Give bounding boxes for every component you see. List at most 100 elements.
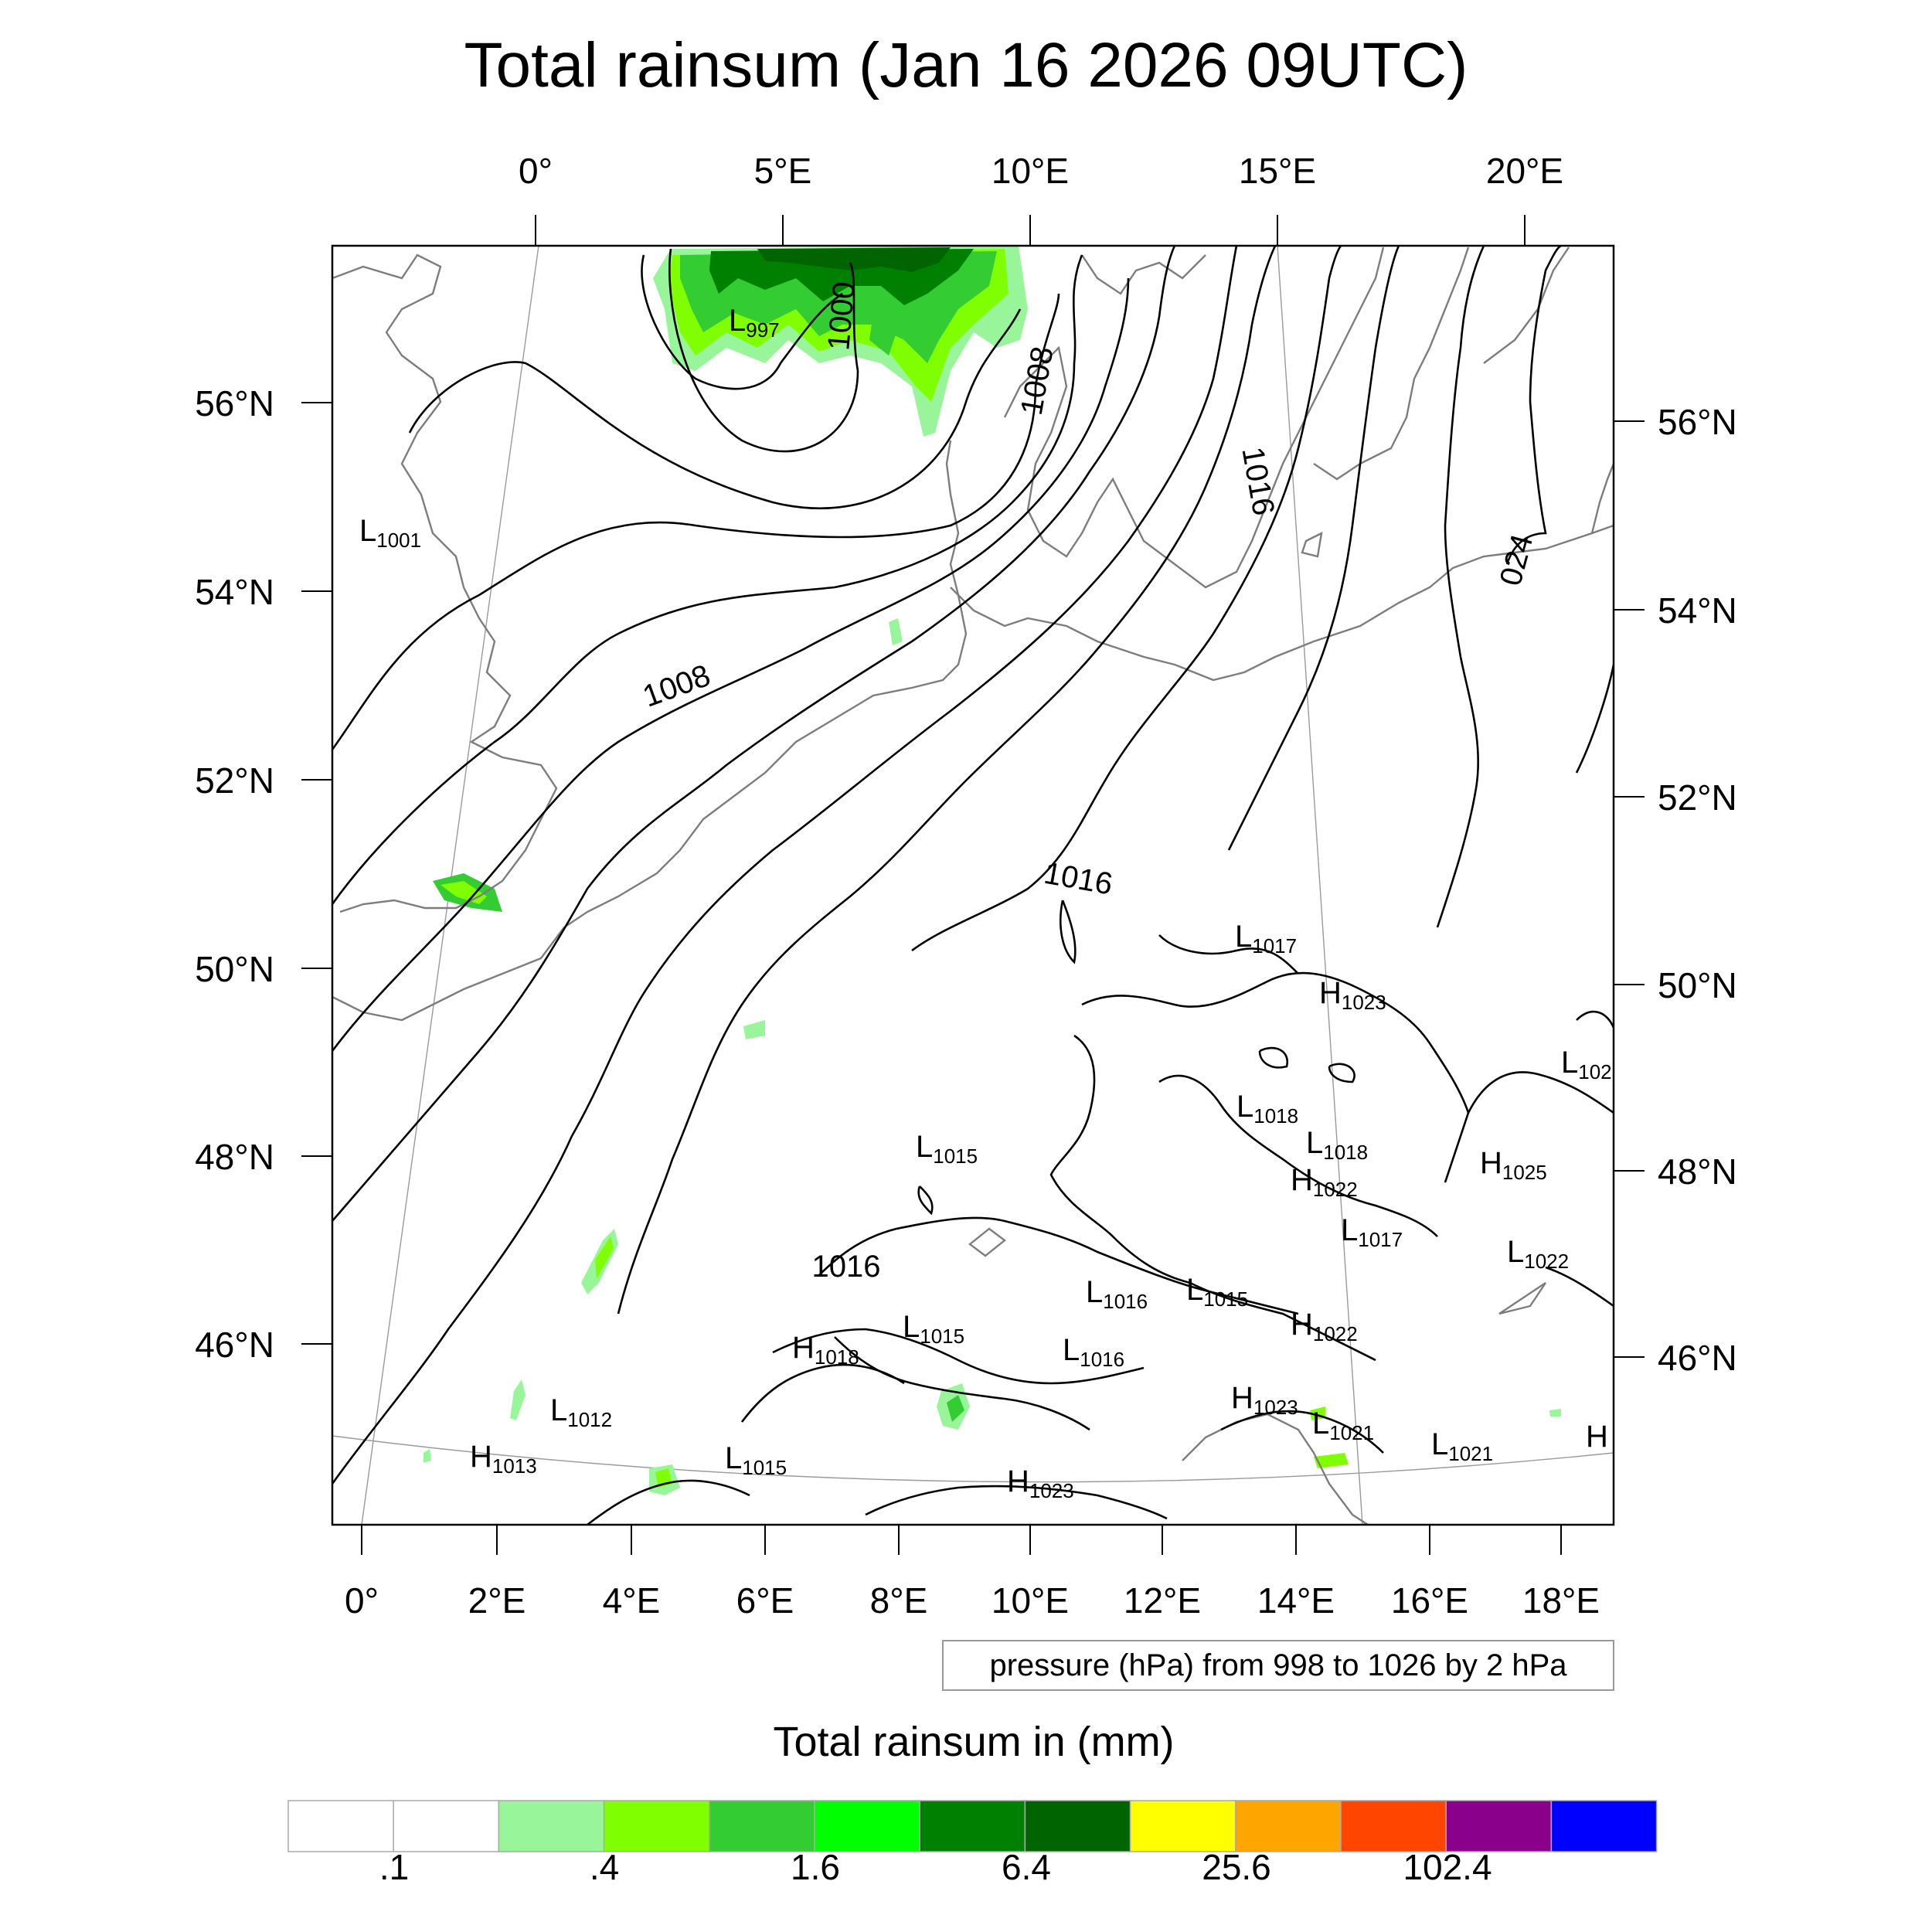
isobar-label: 024 — [1494, 531, 1540, 590]
right-lat-label: 52°N — [1658, 777, 1737, 818]
isobar-label: 1016 — [1235, 444, 1281, 518]
pressure-center-label: L102 — [1561, 1046, 1612, 1083]
coastlines — [332, 247, 1614, 1525]
pressure-center-label: L1018 — [1236, 1090, 1298, 1128]
bottom-lon-label: 14°E — [1257, 1580, 1335, 1621]
pressure-center-label: L1012 — [550, 1393, 612, 1431]
rain-area — [889, 618, 903, 645]
isobars — [332, 246, 1614, 1525]
pressure-center-label: H1025 — [1480, 1146, 1547, 1184]
left-lat-label: 56°N — [195, 383, 274, 423]
colorbar-swatch — [919, 1800, 1026, 1852]
isobar — [332, 277, 1130, 1052]
isobar-label: 1000 — [821, 281, 862, 352]
isobar — [1158, 1074, 1438, 1237]
map-frame — [331, 244, 1615, 1526]
colorbar-swatch — [498, 1800, 605, 1852]
right-lat-label: 46°N — [1658, 1338, 1737, 1378]
map-area: 1000 1008 1008 1016 1016 1016 024 L997 L… — [332, 246, 1614, 1525]
colorbar-labels: .1 .4 1.6 6.4 25.6 102.4 — [379, 1847, 1492, 1887]
isobar — [1328, 1063, 1355, 1083]
left-lat-label: 46°N — [195, 1325, 274, 1365]
top-lon-label: 10°E — [992, 151, 1069, 191]
pressure-center-label: H — [1586, 1420, 1608, 1454]
right-lat-label: 48°N — [1658, 1151, 1737, 1192]
bottom-lon-label: 10°E — [992, 1580, 1069, 1621]
rain-area — [595, 1236, 614, 1279]
rain-area — [510, 1379, 526, 1420]
isobar — [772, 1328, 1145, 1385]
pressure-center-label: L1015 — [1186, 1273, 1248, 1311]
bottom-lon-label: 8°E — [870, 1580, 928, 1621]
isobar — [668, 248, 859, 453]
isobar — [1258, 1046, 1289, 1069]
top-lon-label: 5°E — [754, 151, 812, 191]
frame-ticks — [301, 215, 1645, 1555]
isobar — [1220, 1410, 1384, 1454]
top-lon-label: 15°E — [1239, 151, 1316, 191]
isobar — [1576, 1010, 1614, 1029]
isobar — [1158, 934, 1299, 975]
isobar-label: 1016 — [812, 1250, 881, 1284]
rain-area — [1314, 1453, 1349, 1468]
pressure-center-label: L1016 — [1086, 1275, 1148, 1313]
colorbar-swatch — [709, 1800, 815, 1852]
colorbar-title: Total rainsum in (mm) — [773, 1719, 1174, 1765]
pressure-center-label: L1015 — [903, 1310, 964, 1348]
left-lat-label: 48°N — [195, 1137, 274, 1177]
colorbar-tick-label: .4 — [590, 1847, 619, 1887]
colorbar-swatch — [1445, 1800, 1553, 1852]
pressure-center-label: L1022 — [1507, 1235, 1569, 1273]
colorbar-swatch — [1340, 1800, 1447, 1852]
pressure-center-label: L1015 — [725, 1441, 787, 1479]
isobar — [1227, 246, 1400, 851]
isobar — [911, 246, 1342, 952]
isobar-label: 1008 — [1015, 344, 1060, 417]
isobar — [740, 1363, 905, 1423]
isobar — [332, 246, 1176, 1222]
pressure-center-label: L1017 — [1341, 1213, 1403, 1251]
isobar-label: 1008 — [638, 658, 715, 714]
isobar — [818, 1216, 1299, 1315]
left-lat-label: 54°N — [195, 572, 274, 612]
isobar — [1575, 664, 1614, 774]
rain-area — [757, 247, 951, 272]
isobar — [1081, 971, 1470, 1114]
pressure-info-box: pressure (hPa) from 998 to 1026 by 2 hPa — [942, 1640, 1614, 1691]
figure-title: Total rainsum (Jan 16 2026 09UTC) — [464, 30, 1468, 100]
isobar — [332, 293, 1060, 750]
bottom-lon-label: 2°E — [468, 1580, 526, 1621]
bottom-lon-label: 6°E — [736, 1580, 794, 1621]
isobar-labels: 1000 1008 1008 1016 1016 1016 024 — [638, 281, 1539, 1284]
pressure-center-label: L1001 — [359, 514, 421, 552]
colorbar — [287, 1800, 1658, 1852]
colorbar-tick-label: 6.4 — [1002, 1847, 1051, 1887]
isobar — [1049, 1034, 1376, 1362]
isobar — [1545, 1266, 1614, 1308]
colorbar-swatch — [393, 1800, 500, 1852]
precip-shading — [423, 246, 1561, 1495]
pressure-center-label: L1017 — [1235, 920, 1297, 957]
isobar — [834, 1336, 1090, 1431]
colorbar-swatch — [1129, 1800, 1236, 1852]
isobar — [332, 254, 1083, 905]
pressure-center-label: L997 — [729, 304, 780, 342]
pressure-center-label: L1018 — [1306, 1126, 1368, 1164]
isobar — [641, 254, 843, 390]
pressure-center-label: H1022 — [1291, 1308, 1358, 1345]
rain-area — [423, 1449, 431, 1463]
rain-area — [869, 286, 896, 355]
rain-area — [947, 1395, 964, 1422]
top-lon-labels: 0° 5°E 10°E 15°E 20°E — [519, 151, 1563, 191]
isobar — [917, 1185, 934, 1216]
bottom-lon-label: 18°E — [1522, 1580, 1600, 1621]
bottom-lon-label: 0° — [345, 1580, 379, 1621]
colorbar-swatch — [1550, 1800, 1658, 1852]
left-lat-label: 52°N — [195, 760, 274, 801]
pressure-centers: L997 L1001 L1017 H1023 L102 L1018 L1018 … — [359, 304, 1612, 1502]
pressure-center-label: H1023 — [1319, 976, 1386, 1014]
left-lat-labels: 56°N 54°N 52°N 50°N 48°N 46°N — [195, 383, 274, 1365]
isobar — [1060, 900, 1077, 964]
pressure-center-label: H1023 — [1231, 1381, 1298, 1419]
